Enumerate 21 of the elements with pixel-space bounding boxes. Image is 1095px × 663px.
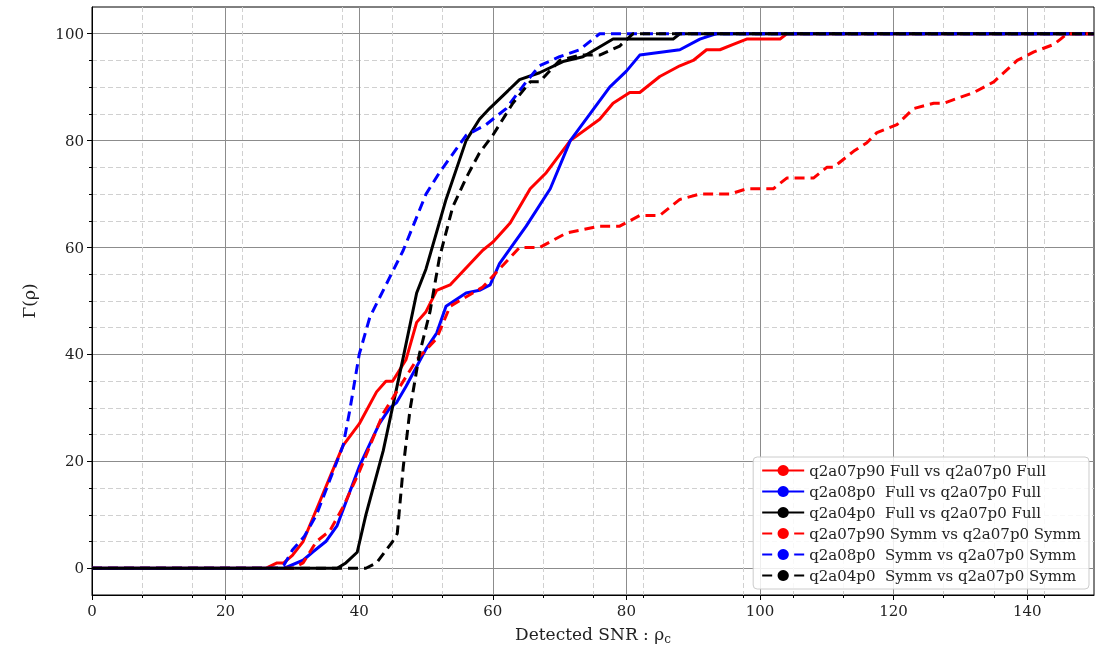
y-tick-label: 0 — [74, 559, 84, 578]
legend-label: q2a04p0 Full vs q2a07p0 Full — [809, 503, 1042, 522]
y-axis-title: Γ(ρ) — [18, 283, 39, 319]
y-tick-label: 60 — [64, 238, 84, 257]
x-tick-label: 20 — [216, 601, 236, 620]
y-tick-label: 20 — [64, 452, 84, 471]
legend-label: q2a07p90 Symm vs q2a07p0 Symm — [809, 524, 1081, 543]
x-tick-label: 120 — [879, 601, 908, 620]
x-tick-label: 100 — [745, 601, 775, 620]
legend-label: q2a08p0 Symm vs q2a07p0 Symm — [809, 545, 1077, 564]
x-tick-label: 140 — [1012, 601, 1042, 620]
x-tick-label: 60 — [483, 601, 503, 620]
y-tick-label: 40 — [64, 345, 84, 364]
x-tick-label: 40 — [349, 601, 369, 620]
legend-label: q2a04p0 Symm vs q2a07p0 Symm — [809, 566, 1077, 585]
x-tick-label: 80 — [616, 601, 636, 620]
y-tick-label: 80 — [64, 131, 84, 150]
legend-label: q2a07p90 Full vs q2a07p0 Full — [809, 461, 1047, 480]
y-tick-label: 100 — [55, 24, 84, 43]
x-tick-label: 0 — [87, 601, 97, 620]
legend-label: q2a08p0 Full vs q2a07p0 Full — [809, 482, 1042, 501]
